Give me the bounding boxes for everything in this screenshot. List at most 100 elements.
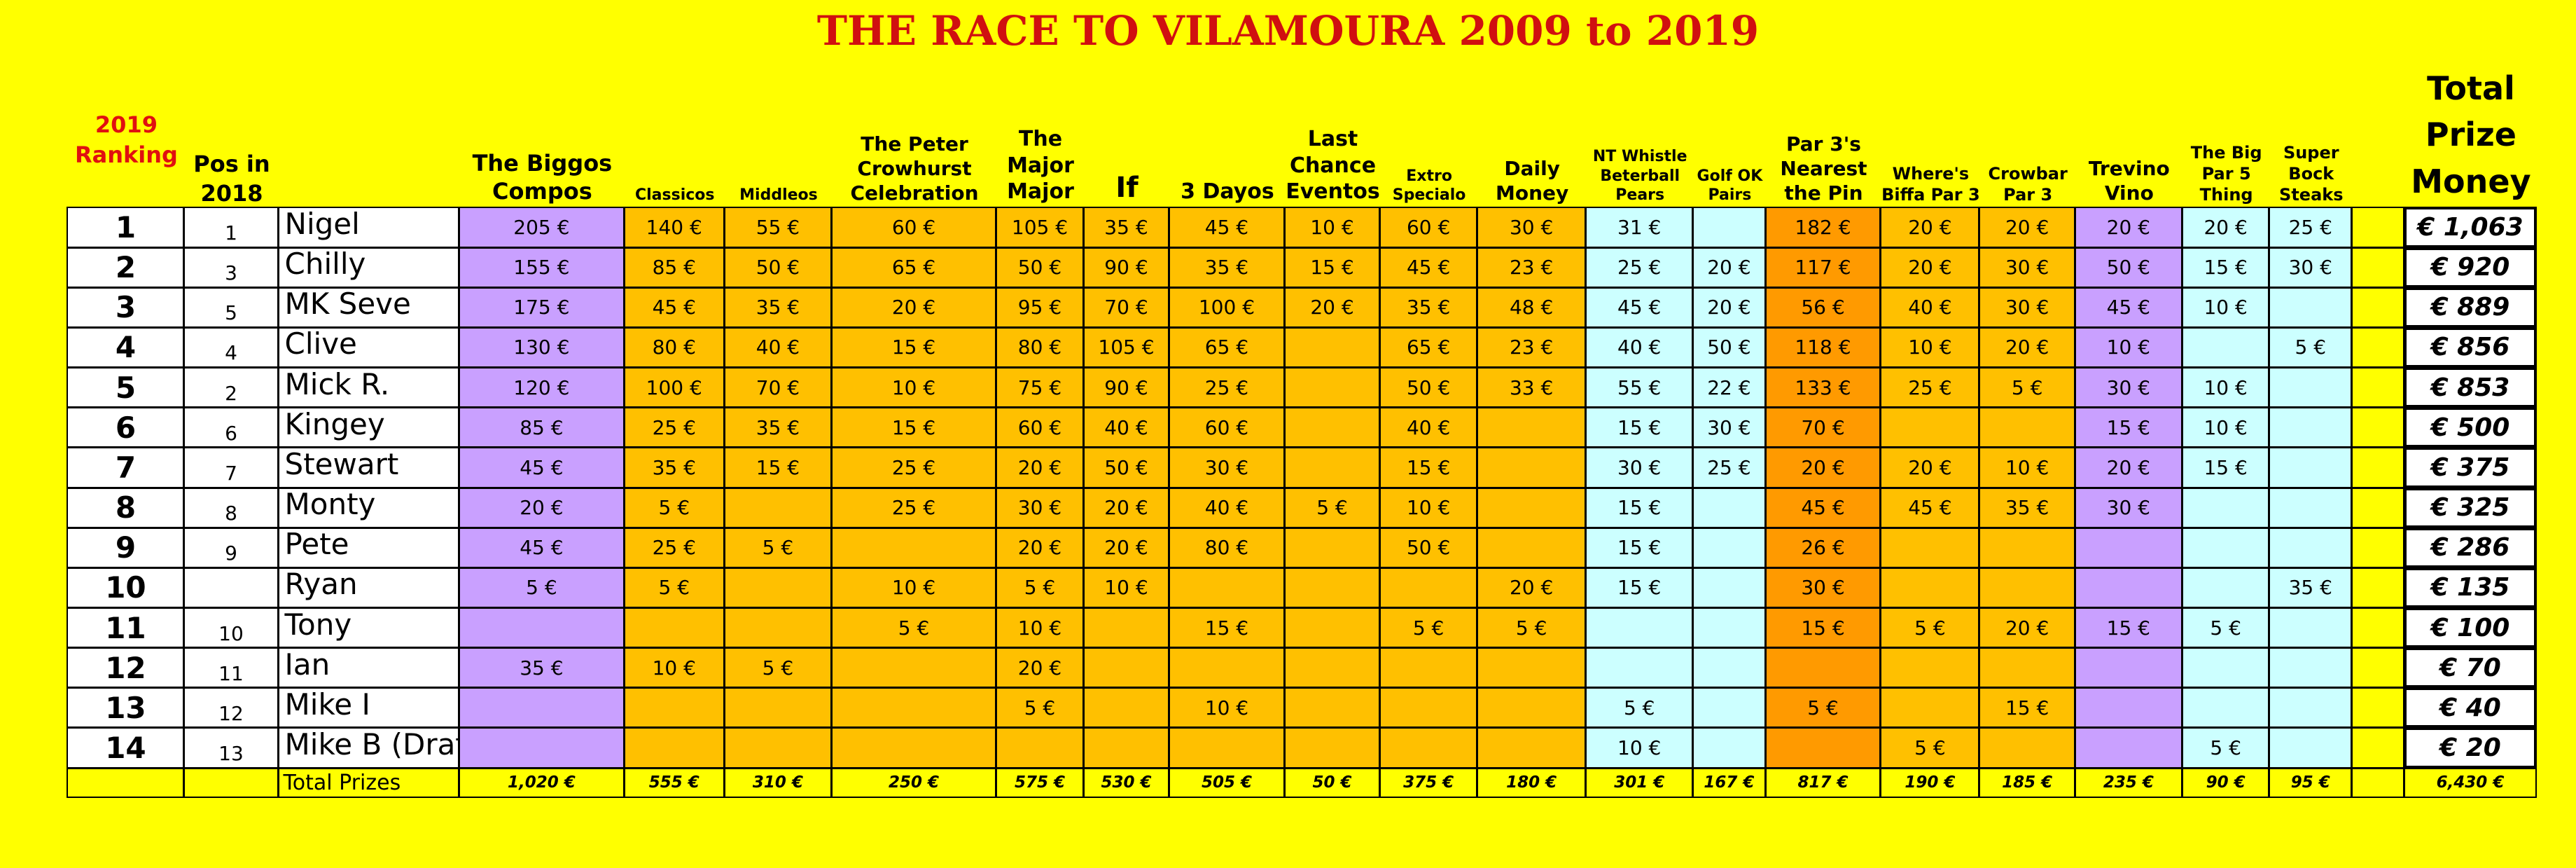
prize-cell: 10 € (1585, 727, 1694, 769)
prize-cell: 30 € (996, 487, 1084, 528)
prize-cell (1692, 207, 1766, 248)
prize-cell: 20 € (1880, 247, 1980, 288)
pos-2018: 11 (183, 647, 279, 689)
prize-cell (1379, 647, 1477, 689)
prize-cell (1283, 607, 1381, 649)
prize-cell (459, 687, 625, 729)
prize-cell: 20 € (996, 447, 1084, 488)
prize-cell: 5 € (623, 487, 725, 528)
prize-cell: 140 € (623, 207, 725, 248)
rank: 9 (67, 527, 185, 568)
column-header: 3 Dayos (1181, 179, 1274, 205)
prize-cell: 45 € (2074, 287, 2182, 328)
prize-cell: 5 € (459, 567, 625, 608)
prize-cell (1477, 687, 1587, 729)
prize-cell (1379, 727, 1477, 769)
total-cell: € 100 (2404, 607, 2537, 649)
gap-cell (2351, 447, 2405, 488)
prize-cell: 20 € (996, 647, 1084, 689)
prize-cell: 120 € (459, 367, 625, 408)
prize-cell: 80 € (623, 326, 725, 368)
prize-cell (830, 727, 997, 769)
prize-cell: 5 € (1477, 607, 1587, 649)
prize-cell (2269, 687, 2353, 729)
prize-cell: 35 € (2269, 567, 2353, 608)
column-header: The Big Par 5 Thing (2190, 142, 2262, 205)
prize-cell: 10 € (2074, 326, 2182, 368)
prize-cell: 75 € (996, 367, 1084, 408)
prize-cell: 45 € (1379, 247, 1477, 288)
column-header: Last Chance Eventos (1286, 127, 1380, 205)
prize-cell: 70 € (724, 367, 832, 408)
prize-cell: 182 € (1764, 207, 1881, 248)
prize-cell: 25 € (1585, 247, 1694, 288)
prize-cell: 50 € (1379, 367, 1477, 408)
prize-cell: 50 € (724, 247, 832, 288)
prize-cell: 10 € (996, 607, 1084, 649)
prize-cell (2074, 567, 2182, 608)
prize-cell (1082, 607, 1170, 649)
gap-cell (2351, 647, 2405, 689)
totals-cell: 90 € (2181, 767, 2270, 798)
prize-cell: 70 € (1082, 287, 1170, 328)
column-header: Par 3's Nearest the Pin (1780, 132, 1867, 205)
prize-cell: 60 € (996, 407, 1084, 448)
prize-cell (724, 607, 832, 649)
prize-cell (1979, 527, 2075, 568)
prize-cell: 40 € (1169, 487, 1285, 528)
prize-cell: 25 € (830, 487, 997, 528)
prize-cell (1880, 527, 1980, 568)
prize-cell: 45 € (1764, 487, 1881, 528)
prize-cell (1477, 407, 1587, 448)
prize-cell: 55 € (724, 207, 832, 248)
prize-cell: 90 € (1082, 247, 1170, 288)
pos-2018: 2 (183, 367, 279, 408)
rank: 14 (67, 727, 185, 769)
prize-cell: 5 € (830, 607, 997, 649)
prize-cell (1880, 687, 1980, 729)
prize-cell: 40 € (724, 326, 832, 368)
prize-cell (2269, 367, 2353, 408)
total-cell: € 375 (2404, 447, 2537, 488)
totals-cell: 167 € (1692, 767, 1766, 798)
prize-cell: 10 € (2181, 407, 2270, 448)
prize-cell: 50 € (2074, 247, 2182, 288)
prize-cell: 100 € (1169, 287, 1285, 328)
prize-cell: 20 € (459, 487, 625, 528)
prize-cell (1880, 407, 1980, 448)
prize-cell (1979, 407, 2075, 448)
rank: 7 (67, 447, 185, 488)
prize-cell (2269, 727, 2353, 769)
totals-cell: 505 € (1169, 767, 1285, 798)
pos-2018: 9 (183, 527, 279, 568)
prize-cell: 45 € (623, 287, 725, 328)
prize-cell (1477, 727, 1587, 769)
prize-cell (830, 687, 997, 729)
prize-cell: 33 € (1477, 367, 1587, 408)
column-header: Golf OK Pairs (1697, 167, 1763, 205)
prize-cell: 20 € (2181, 207, 2270, 248)
player-name: Monty (277, 487, 460, 528)
total-cell: € 286 (2404, 527, 2537, 568)
rank: 13 (67, 687, 185, 729)
column-header: The Peter Crowhurst Celebration (850, 132, 979, 205)
prize-cell (2269, 647, 2353, 689)
prize-cell: 15 € (1585, 407, 1694, 448)
prize-cell: 30 € (1477, 207, 1587, 248)
prize-cell (2181, 687, 2270, 729)
totals-rank-cell (67, 767, 185, 798)
prize-cell (2269, 607, 2353, 649)
column-header: Extro Specialo (1392, 167, 1466, 205)
totals-cell: 180 € (1477, 767, 1587, 798)
prize-cell (2181, 487, 2270, 528)
prize-cell: 85 € (623, 247, 725, 288)
prize-cell (1283, 727, 1381, 769)
totals-cell: 95 € (2269, 767, 2353, 798)
prize-cell: 155 € (459, 247, 625, 288)
prize-cell: 10 € (1979, 447, 2075, 488)
prize-cell: 10 € (830, 567, 997, 608)
prize-cell: 25 € (1692, 447, 1766, 488)
prize-cell: 56 € (1764, 287, 1881, 328)
prize-cell: 15 € (1585, 487, 1694, 528)
prize-cell: 35 € (724, 287, 832, 328)
